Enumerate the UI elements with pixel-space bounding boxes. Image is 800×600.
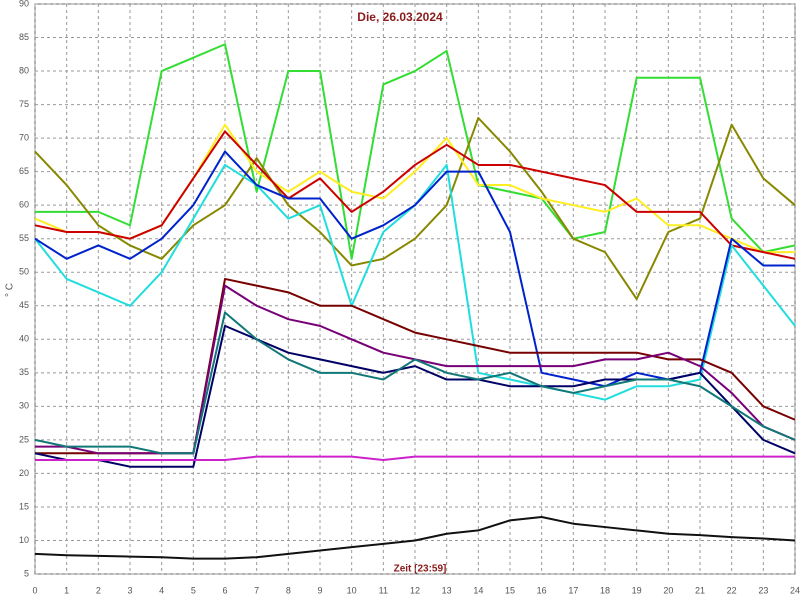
- x-tick-label: 18: [600, 585, 610, 595]
- x-tick-label: 1: [64, 585, 69, 595]
- y-tick-label: 25: [19, 434, 29, 444]
- y-tick-label: 65: [19, 166, 29, 176]
- x-tick-label: 12: [410, 585, 420, 595]
- x-tick-label: 11: [379, 585, 388, 595]
- x-tick-label: 17: [568, 585, 578, 595]
- x-tick-label: 10: [347, 585, 357, 595]
- x-tick-label: 15: [505, 585, 515, 595]
- x-tick-label: 24: [790, 585, 800, 595]
- series-line: [35, 455, 795, 461]
- x-tick-label: 6: [222, 585, 227, 595]
- series-line: [35, 43, 796, 260]
- x-tick-label: 13: [442, 585, 452, 595]
- x-tick-label: 7: [254, 585, 259, 595]
- y-tick-label: 75: [19, 99, 29, 109]
- series-line: [34, 117, 796, 301]
- x-tick-label: 9: [317, 585, 322, 595]
- x-tick-label: 2: [96, 585, 101, 595]
- x-tick-label: 20: [663, 585, 673, 595]
- series-line: [34, 130, 796, 260]
- x-tick-label: 4: [159, 585, 164, 595]
- x-tick-label: 5: [191, 585, 196, 595]
- series-line: [34, 516, 796, 560]
- chart-title: Die, 26.03.2024: [357, 10, 443, 24]
- x-tick-label: 8: [286, 585, 291, 595]
- y-tick-label: 85: [19, 32, 29, 42]
- x-tick-label: 14: [473, 585, 483, 595]
- y-tick-label: 30: [19, 401, 29, 411]
- x-tick-label: 3: [127, 585, 132, 595]
- y-tick-label: 90: [19, 0, 29, 8]
- y-tick-label: 10: [19, 535, 29, 545]
- y-tick-label: 55: [19, 233, 29, 243]
- y-tick-label: 45: [19, 300, 29, 310]
- y-tick-label: 5: [24, 568, 29, 578]
- y-tick-label: 40: [19, 334, 29, 344]
- y-tick-label: 70: [19, 132, 29, 142]
- y-tick-label: 35: [19, 367, 29, 377]
- x-tick-label: 16: [537, 585, 547, 595]
- x-tick-label: 22: [727, 585, 737, 595]
- x-tick-label: 21: [695, 585, 705, 595]
- x-tick-label: 0: [32, 585, 37, 595]
- y-tick-label: 15: [19, 501, 29, 511]
- series-line: [34, 311, 796, 455]
- y-tick-label: 50: [19, 267, 29, 277]
- x-tick-label: 19: [632, 585, 642, 595]
- x-tick-label: 23: [758, 585, 768, 595]
- y-axis-label: ° C: [5, 283, 16, 297]
- y-tick-label: 20: [19, 468, 29, 478]
- y-tick-label: 80: [19, 65, 29, 75]
- y-tick-label: 60: [19, 200, 29, 210]
- x-axis-label: Zeit [23:59]: [394, 564, 447, 575]
